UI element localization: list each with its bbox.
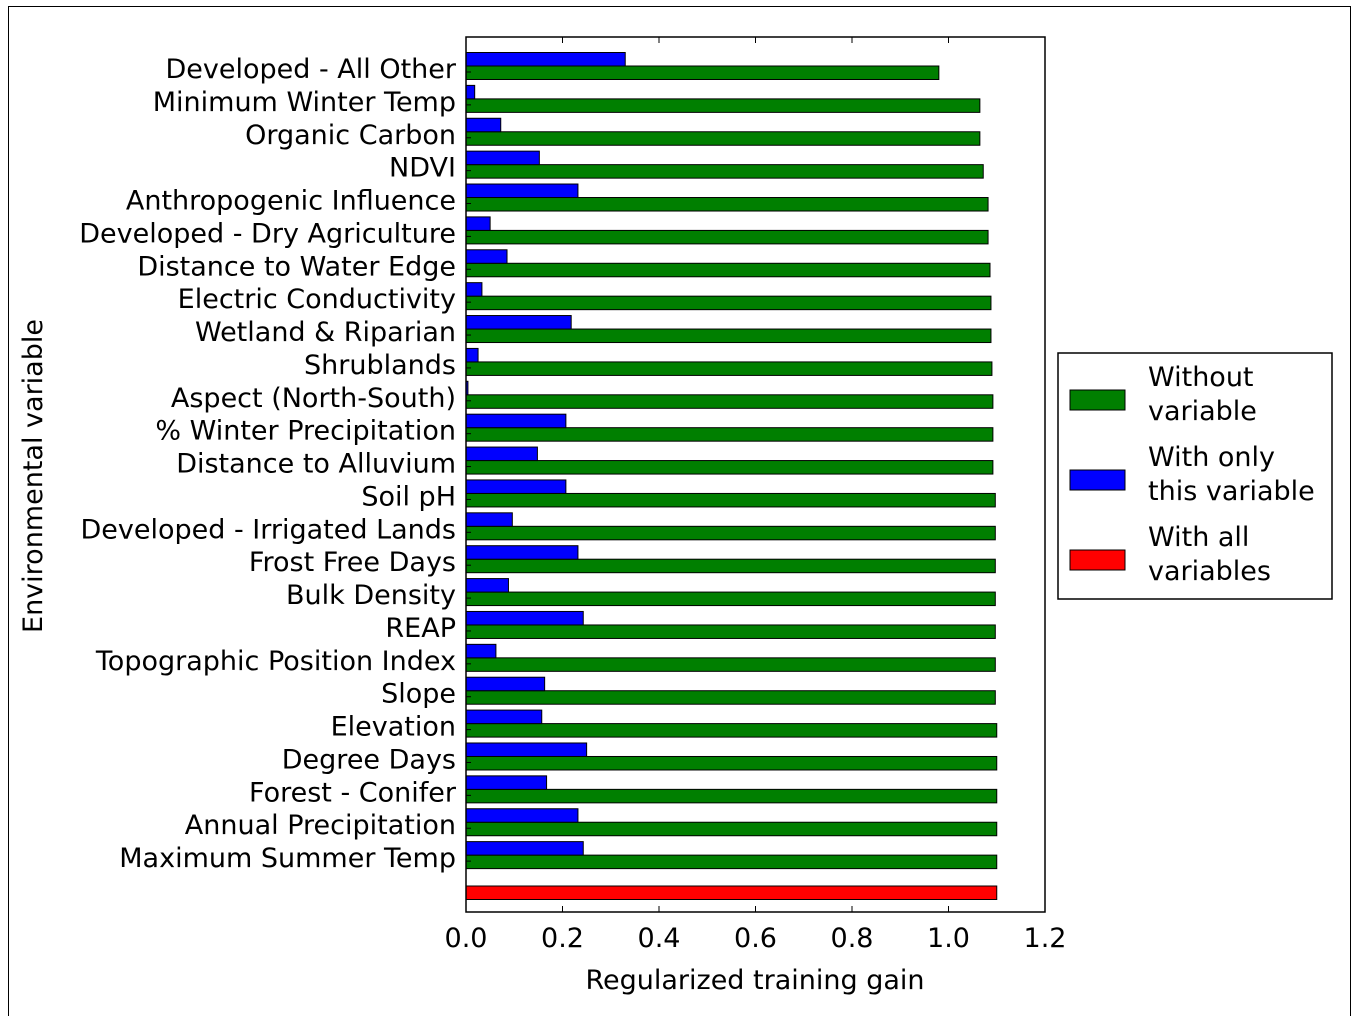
x-tick-label: 0.2 [541,923,584,954]
figure-frame [8,6,1351,1016]
x-tick-label: 0.6 [734,923,777,954]
bar-with-only-variable [465,52,626,67]
legend-swatch [1069,389,1126,411]
bar-with-only-variable [465,709,543,725]
y-tick-label: Developed - Irrigated Lands [80,514,456,545]
legend-swatch [1069,469,1126,491]
y-tick-label: Slope [381,679,456,710]
bar-with-only-variable [465,545,579,560]
bar-without-variable [465,295,992,311]
y-tick-label: Soil pH [361,481,456,512]
bars-layer [465,52,998,900]
bar-without-variable [465,460,994,475]
bar-with-only-variable [465,512,513,527]
bar-without-variable [465,690,996,705]
bar-without-variable [465,427,994,442]
bar-without-variable [465,65,940,80]
x-tick-label: 0.4 [638,923,681,954]
bar-with-only-variable [465,808,579,823]
y-tick-label: Elevation [331,712,456,743]
legend-label: this variable [1148,476,1315,507]
bar-with-only-variable [465,742,588,757]
y-tick-label: Annual Precipitation [185,810,456,841]
bar-without-variable [465,229,989,245]
bar-with-only-variable [465,150,540,166]
x-tick-label: 0.8 [831,923,874,954]
x-tick-label: 1.0 [927,923,970,954]
legend-label: variables [1148,556,1271,587]
y-axis-label: Environmental variable [18,319,49,633]
y-tick-label: Developed - All Other [165,54,456,85]
bar-with-only-variable [465,117,502,133]
x-axis-ticks: 0.0 0.2 0.4 0.6 0.8 1.0 1.2 [445,37,1067,954]
bar-without-variable [465,723,998,738]
legend-swatch [1069,549,1126,571]
bar-without-variable [465,591,996,607]
bar-with-only-variable [465,413,567,429]
bar-with-only-variable [465,610,584,626]
y-tick-label: Developed - Dry Agriculture [79,218,456,249]
bar-without-variable [465,394,994,409]
y-tick-label: Distance to Alluvium [176,449,456,480]
y-tick-label: Wetland & Riparian [195,317,456,348]
bar-without-variable [465,197,989,212]
y-tick-label: Topographic Position Index [95,646,456,677]
bar-with-only-variable [465,347,479,363]
y-tick-label: Electric Conductivity [178,284,456,315]
y-tick-label: REAP [385,613,456,644]
bar-without-variable [465,164,984,179]
bar-without-variable [465,657,996,672]
bar-with-all-variables [465,885,998,900]
bar-with-only-variable [465,446,538,462]
y-tick-label: Distance to Water Edge [137,251,456,282]
y-tick-label: Anthropogenic Influence [126,186,456,217]
y-tick-label: Maximum Summer Temp [119,843,456,874]
x-tick-label: 1.2 [1024,923,1067,954]
x-axis-label: Regularized training gain [585,965,924,996]
y-tick-label: Organic Carbon [245,120,456,151]
bar-without-variable [465,98,981,113]
y-tick-label: % Winter Precipitation [155,416,456,447]
legend-label: Without [1148,362,1254,393]
bar-with-only-variable [465,841,584,856]
bar-with-only-variable [465,183,579,199]
legend-label: With only [1148,442,1275,473]
y-tick-label: Shrublands [304,350,456,381]
bar-with-only-variable [465,84,476,100]
bar-without-variable [465,131,981,146]
y-tick-label: NDVI [389,153,456,184]
y-tick-label: Frost Free Days [249,547,456,578]
bar-without-variable [465,361,993,376]
bar-with-only-variable [465,315,572,330]
y-tick-label: Bulk Density [286,580,456,611]
legend-label: With all [1148,522,1249,553]
bar-without-variable [465,624,996,639]
y-tick-label: Minimum Winter Temp [153,87,456,118]
bar-without-variable [465,558,996,574]
bar-without-variable [465,525,996,541]
bar-without-variable [465,854,998,870]
bar-without-variable [465,328,992,344]
bar-with-only-variable [465,479,567,494]
bar-with-only-variable [465,249,508,264]
bar-with-only-variable [465,676,546,692]
bar-with-only-variable [465,775,548,790]
y-tick-label: Forest - Conifer [249,777,457,808]
bar-without-variable [465,788,998,804]
bar-with-only-variable [465,216,491,231]
x-tick-label: 0.0 [445,923,488,954]
bar-with-only-variable [465,282,483,297]
y-tick-label: Degree Days [282,744,456,775]
legend-label: variable [1148,396,1257,427]
bar-with-only-variable [465,643,497,659]
y-tick-label: Aspect (North-South) [171,383,456,414]
bar-without-variable [465,755,998,771]
bar-without-variable [465,492,996,508]
bar-without-variable [465,262,991,278]
bar-without-variable [465,821,998,837]
bar-with-only-variable [465,578,509,593]
